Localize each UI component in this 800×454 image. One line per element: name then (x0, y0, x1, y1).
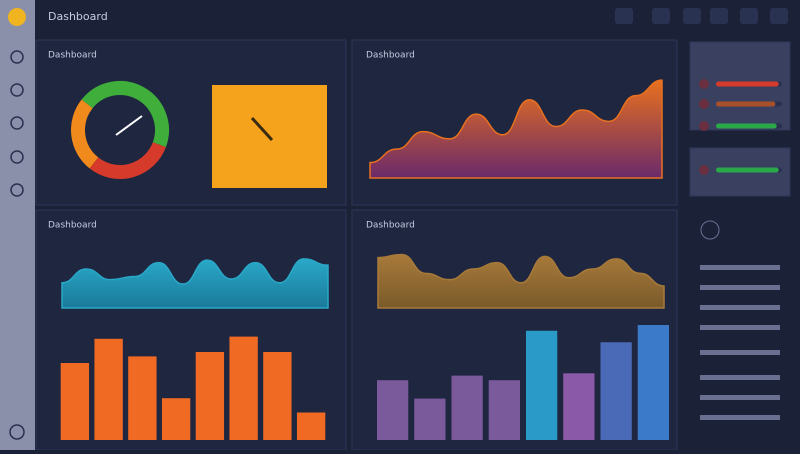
bar (60, 363, 90, 440)
donut-segment (71, 99, 99, 169)
bar (451, 375, 483, 440)
progress-bar (716, 123, 777, 129)
nav-icon[interactable] (10, 116, 24, 130)
list-row (700, 285, 780, 290)
toolbar-button[interactable] (740, 8, 758, 24)
bar (488, 380, 521, 440)
bar (563, 373, 595, 440)
list-row (700, 395, 780, 400)
progress-bar (716, 101, 776, 107)
kpi-arrow (250, 116, 274, 142)
donut-segment (81, 81, 169, 148)
area (369, 79, 663, 179)
bar (600, 342, 632, 440)
nav-icon[interactable] (10, 83, 24, 97)
toolbar-button[interactable] (683, 8, 701, 24)
bar (414, 398, 446, 440)
bar (128, 356, 157, 440)
bar (637, 325, 670, 440)
area (377, 253, 665, 309)
app-title: Dashboard (48, 10, 108, 23)
gauge-needle (115, 115, 143, 136)
list-row (700, 375, 780, 380)
bar (195, 352, 225, 440)
area (61, 258, 329, 309)
nav-icon[interactable] (9, 424, 25, 440)
list-row (700, 305, 780, 310)
toolbar-button[interactable] (652, 8, 670, 24)
list-row (700, 265, 780, 270)
progress-bar (716, 81, 779, 87)
bar (161, 398, 191, 440)
toolbar-button[interactable] (710, 8, 728, 24)
bar (263, 352, 292, 440)
progress-icon (699, 79, 709, 89)
sidebar (0, 0, 35, 450)
panel-title: Dashboard (366, 221, 415, 231)
toolbar-button[interactable] (615, 8, 633, 24)
nav-icon[interactable] (10, 50, 24, 64)
list-row (700, 415, 780, 420)
donut-segment (89, 141, 166, 179)
panel-title: Dashboard (48, 51, 97, 61)
list-row (700, 350, 780, 355)
nav-icon[interactable] (10, 183, 24, 197)
bar (525, 330, 558, 440)
progress-icon (699, 99, 709, 109)
progress-bar (716, 167, 779, 173)
bar (229, 336, 258, 440)
nav-icon[interactable] (10, 150, 24, 164)
bar (94, 338, 123, 440)
logo (8, 8, 26, 26)
toolbar-button[interactable] (770, 8, 788, 24)
panel-title: Dashboard (48, 221, 97, 231)
panel-title: Dashboard (366, 51, 415, 61)
list-row (700, 325, 780, 330)
progress-icon (699, 165, 709, 175)
progress-icon (699, 121, 709, 131)
bar (296, 412, 326, 440)
bar (376, 380, 409, 440)
list-icon (700, 220, 720, 240)
